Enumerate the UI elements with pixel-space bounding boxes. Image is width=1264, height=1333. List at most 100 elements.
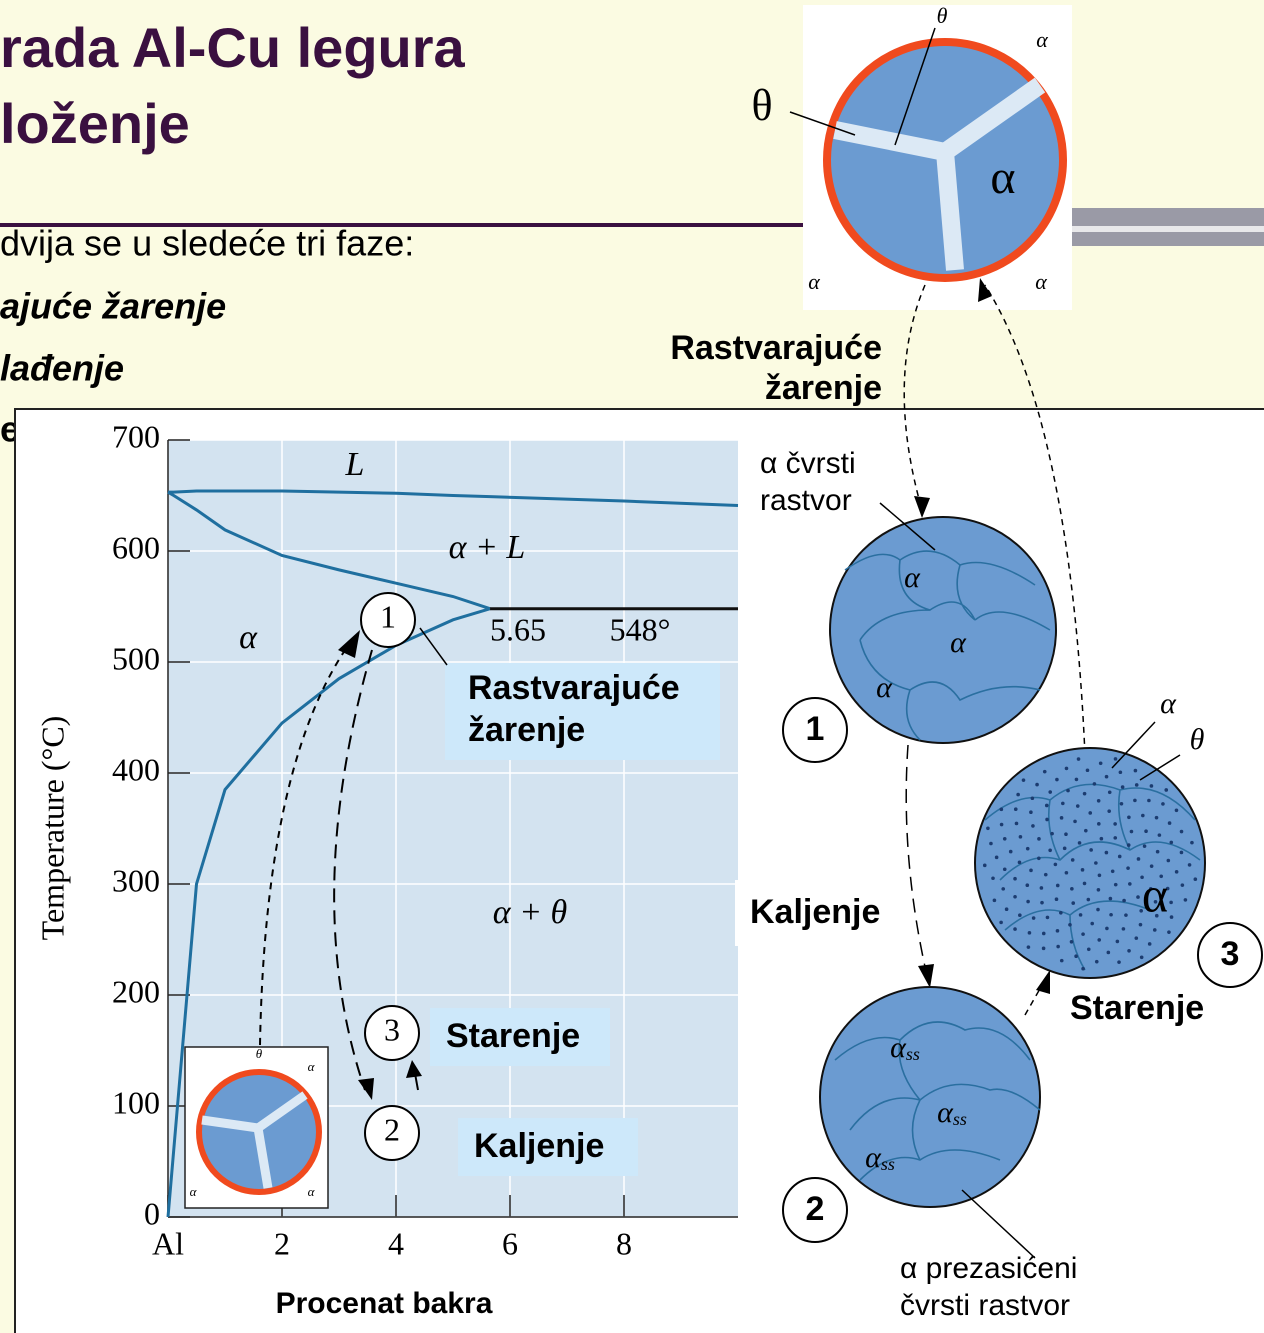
dot xyxy=(1179,829,1184,834)
dot xyxy=(1140,875,1144,880)
dot xyxy=(1147,798,1151,803)
subscript: ss xyxy=(953,1109,967,1129)
label: α xyxy=(865,1141,882,1174)
dot xyxy=(1113,836,1118,840)
arrowhead xyxy=(978,278,992,302)
title: rada Al-Cu legura xyxy=(0,16,466,79)
dot xyxy=(1104,774,1109,779)
arrowhead xyxy=(358,1078,374,1100)
dot xyxy=(1059,816,1064,820)
dot xyxy=(1149,864,1154,868)
dot xyxy=(1110,869,1115,874)
dot xyxy=(1013,876,1017,881)
dot xyxy=(1002,867,1007,872)
label: α xyxy=(1142,866,1168,922)
body-text: lađenje xyxy=(0,348,124,389)
dot xyxy=(1043,872,1048,877)
dot xyxy=(1001,887,1006,891)
dot xyxy=(1096,888,1101,892)
label: αss xyxy=(937,1096,967,1129)
dot xyxy=(1099,836,1104,841)
dot xyxy=(1187,863,1192,867)
dot xyxy=(1082,881,1087,886)
y-tick-label: 600 xyxy=(112,529,160,565)
grain-boundary xyxy=(834,1021,1041,1181)
label: α xyxy=(904,561,921,594)
dot xyxy=(1069,940,1074,944)
dot xyxy=(1167,821,1172,825)
grain-boundary xyxy=(201,1091,308,1189)
dot xyxy=(1164,788,1169,792)
dot xyxy=(1078,913,1083,917)
grain-boundary xyxy=(833,77,1046,271)
dot xyxy=(1055,883,1060,888)
dot xyxy=(1045,915,1050,920)
label: α xyxy=(1036,27,1048,52)
dot xyxy=(1167,930,1171,934)
dot xyxy=(1050,831,1054,836)
dot xyxy=(1129,829,1134,834)
dot xyxy=(1018,835,1023,839)
body-text: ajuće žarenje xyxy=(0,286,226,327)
dot xyxy=(1154,913,1159,918)
leader xyxy=(419,627,448,666)
x-tick-label: Al xyxy=(152,1225,184,1261)
dot xyxy=(1053,862,1058,867)
dot xyxy=(1025,883,1030,888)
label-box xyxy=(735,880,905,946)
label: α xyxy=(876,671,893,704)
dot xyxy=(1031,916,1036,920)
precipitates xyxy=(982,757,1198,971)
body-text: dvija se u sledeće tri faze: xyxy=(0,223,414,264)
x-axis-label: Procenat bakra xyxy=(276,1287,493,1320)
dot xyxy=(1117,854,1122,859)
dot xyxy=(1037,837,1041,841)
dot xyxy=(1166,858,1171,863)
y-tick-label: 300 xyxy=(112,862,160,898)
dot xyxy=(1045,817,1049,822)
dot xyxy=(1147,942,1152,946)
arrow xyxy=(333,649,373,1091)
dot xyxy=(1068,922,1072,927)
dot xyxy=(1037,856,1041,861)
dot xyxy=(1008,849,1013,854)
micrograph xyxy=(819,986,1041,1208)
caption: čvrsti rastvor xyxy=(900,1289,1070,1322)
dot xyxy=(1113,882,1118,887)
label: α xyxy=(808,269,820,294)
dot xyxy=(1107,809,1112,813)
x-tick-label: 2 xyxy=(274,1225,290,1261)
dot xyxy=(1127,815,1131,820)
dot xyxy=(1097,822,1101,826)
dot xyxy=(1042,769,1047,774)
dot xyxy=(1179,850,1184,855)
dot xyxy=(1064,832,1068,837)
label: θ xyxy=(937,3,948,28)
phase-diagram: Al 2 4 6 8 0 100 200 300 400 500 600 700 Procenat bak… xyxy=(34,418,739,1320)
dot xyxy=(1097,938,1102,942)
step-number: 3 xyxy=(1221,935,1240,973)
leader xyxy=(961,1189,1036,1259)
leader xyxy=(879,502,936,551)
arrowhead xyxy=(918,964,934,988)
y-tick-label: 700 xyxy=(112,418,160,454)
dot xyxy=(1014,821,1019,826)
dot xyxy=(1159,874,1164,879)
dot xyxy=(1025,846,1030,851)
annotation: 3 xyxy=(384,1011,400,1047)
arrowhead xyxy=(338,630,360,658)
dot xyxy=(1084,828,1088,833)
dot xyxy=(1127,948,1131,953)
step-badge xyxy=(360,592,416,648)
dot xyxy=(1089,848,1093,852)
dot xyxy=(1094,861,1098,865)
phase-boundary xyxy=(168,489,739,507)
grain-boundary xyxy=(844,550,1051,741)
dot xyxy=(1121,927,1126,931)
dot xyxy=(1124,913,1128,917)
dot xyxy=(1117,960,1121,964)
annotation: 5.65 xyxy=(490,611,546,647)
label: α xyxy=(990,151,1015,204)
dot xyxy=(1054,897,1059,902)
dot xyxy=(1105,926,1109,931)
